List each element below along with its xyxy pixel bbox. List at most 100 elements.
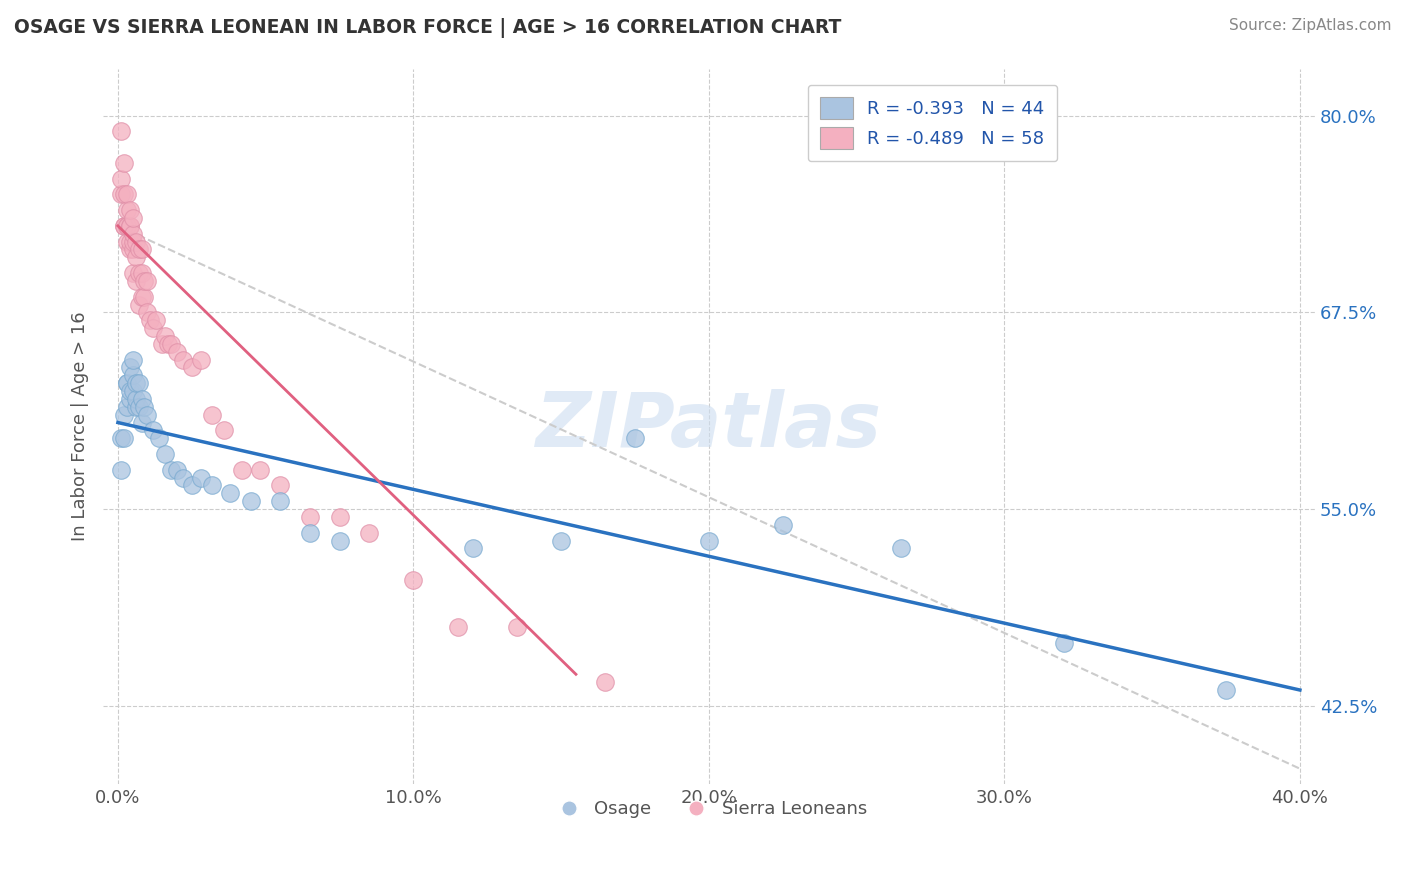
Point — [134, 290, 156, 304]
Point — [142, 424, 165, 438]
Point — [624, 431, 647, 445]
Point — [112, 431, 135, 445]
Point — [136, 305, 159, 319]
Point — [118, 243, 141, 257]
Point — [128, 243, 150, 257]
Point — [121, 384, 143, 398]
Text: Source: ZipAtlas.com: Source: ZipAtlas.com — [1229, 18, 1392, 33]
Point — [124, 392, 146, 406]
Point — [115, 376, 138, 391]
Point — [112, 156, 135, 170]
Point — [160, 337, 183, 351]
Point — [150, 337, 173, 351]
Text: ZIPatlas: ZIPatlas — [536, 390, 882, 464]
Point — [128, 297, 150, 311]
Point — [231, 463, 253, 477]
Point — [124, 400, 146, 414]
Point — [115, 203, 138, 218]
Point — [115, 219, 138, 233]
Text: OSAGE VS SIERRA LEONEAN IN LABOR FORCE | AGE > 16 CORRELATION CHART: OSAGE VS SIERRA LEONEAN IN LABOR FORCE |… — [14, 18, 841, 37]
Point — [112, 408, 135, 422]
Point — [128, 266, 150, 280]
Point — [201, 408, 224, 422]
Point — [110, 431, 132, 445]
Point — [180, 478, 202, 492]
Point — [128, 376, 150, 391]
Point — [124, 376, 146, 391]
Point — [131, 290, 153, 304]
Point — [298, 510, 321, 524]
Point — [328, 510, 350, 524]
Point — [124, 235, 146, 249]
Point — [118, 360, 141, 375]
Point — [1215, 683, 1237, 698]
Point — [402, 573, 425, 587]
Point — [115, 187, 138, 202]
Point — [148, 431, 170, 445]
Point — [121, 266, 143, 280]
Point — [131, 243, 153, 257]
Point — [166, 344, 188, 359]
Y-axis label: In Labor Force | Age > 16: In Labor Force | Age > 16 — [72, 311, 89, 541]
Point — [142, 321, 165, 335]
Point — [328, 533, 350, 548]
Point — [180, 360, 202, 375]
Point — [118, 219, 141, 233]
Point — [172, 352, 194, 367]
Point — [121, 243, 143, 257]
Point — [190, 470, 212, 484]
Point — [112, 187, 135, 202]
Point — [153, 447, 176, 461]
Point — [118, 203, 141, 218]
Legend: Osage, Sierra Leoneans: Osage, Sierra Leoneans — [544, 793, 875, 825]
Point — [110, 187, 132, 202]
Point — [110, 463, 132, 477]
Point — [214, 424, 236, 438]
Point — [550, 533, 572, 548]
Point — [269, 494, 291, 508]
Point — [121, 227, 143, 241]
Point — [697, 533, 720, 548]
Point — [121, 235, 143, 249]
Point — [172, 470, 194, 484]
Point — [298, 525, 321, 540]
Point — [239, 494, 262, 508]
Point — [115, 400, 138, 414]
Point — [153, 329, 176, 343]
Point — [112, 219, 135, 233]
Point — [447, 620, 470, 634]
Point — [772, 517, 794, 532]
Point — [269, 478, 291, 492]
Point — [115, 235, 138, 249]
Point — [131, 416, 153, 430]
Point — [461, 541, 484, 556]
Point — [121, 368, 143, 383]
Point — [136, 408, 159, 422]
Point — [201, 478, 224, 492]
Point — [118, 219, 141, 233]
Point — [359, 525, 381, 540]
Point — [128, 400, 150, 414]
Point — [131, 266, 153, 280]
Point — [157, 337, 180, 351]
Point — [115, 376, 138, 391]
Point — [124, 274, 146, 288]
Point — [139, 313, 162, 327]
Point — [112, 219, 135, 233]
Point — [115, 219, 138, 233]
Point — [131, 392, 153, 406]
Point — [118, 384, 141, 398]
Point — [110, 171, 132, 186]
Point — [249, 463, 271, 477]
Point — [134, 274, 156, 288]
Point — [136, 274, 159, 288]
Point — [110, 124, 132, 138]
Point — [890, 541, 912, 556]
Point — [118, 392, 141, 406]
Point — [190, 352, 212, 367]
Point — [1052, 636, 1074, 650]
Point — [118, 235, 141, 249]
Point — [166, 463, 188, 477]
Point — [160, 463, 183, 477]
Point — [121, 211, 143, 225]
